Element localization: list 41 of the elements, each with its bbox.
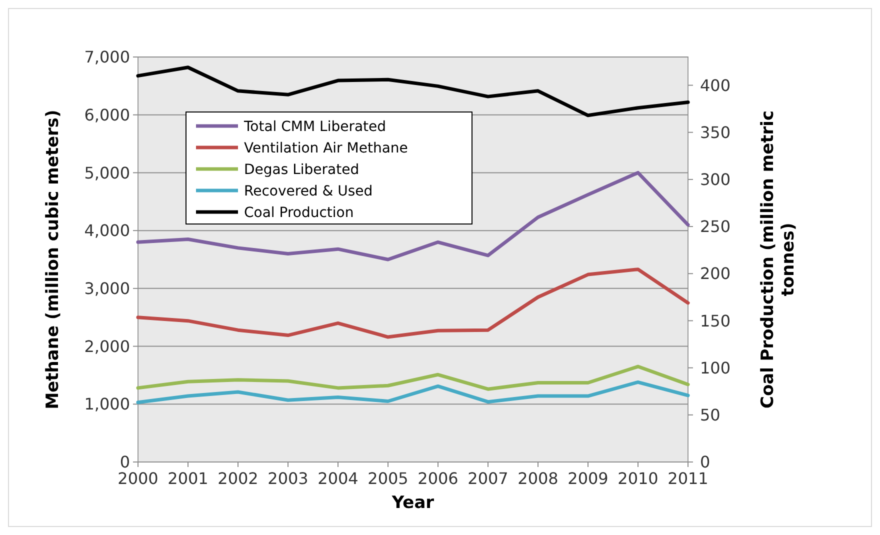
legend-label: Recovered & Used xyxy=(244,183,373,200)
x-tick-label: 2004 xyxy=(318,469,358,488)
x-tick-label: 2006 xyxy=(418,469,458,488)
legend-label: Total CMM Liberated xyxy=(243,118,386,135)
x-tick-label: 2008 xyxy=(518,469,558,488)
y2-tick-label: 400 xyxy=(700,76,731,95)
legend-label: Degas Liberated xyxy=(244,162,360,178)
y-tick-label: 2,000 xyxy=(84,336,130,356)
line-series xyxy=(136,380,690,404)
y2-tick-label: 250 xyxy=(700,217,731,236)
x-tick-label: 2009 xyxy=(568,469,608,488)
y2-tick-label: 200 xyxy=(700,264,731,284)
line-series xyxy=(136,268,690,339)
y2-tick-label: 150 xyxy=(700,311,731,330)
x-tick-label: 2000 xyxy=(118,469,158,488)
legend-label: Ventilation Air Methane xyxy=(244,140,408,156)
y-tick-label: 1,000 xyxy=(84,394,130,414)
y-tick-label: 7,000 xyxy=(84,48,130,67)
y-axis-title: Methane (million cubic meters) xyxy=(43,110,63,410)
line-series xyxy=(136,364,690,391)
y2-tick-label: 300 xyxy=(700,170,731,190)
x-axis-title: Year xyxy=(390,493,435,513)
y-tick-label: 5,000 xyxy=(84,163,130,182)
legend-label: Coal Production xyxy=(244,204,354,221)
x-tick-label: 2010 xyxy=(618,469,658,488)
line-series xyxy=(136,66,690,118)
y2-tick-label: 350 xyxy=(700,122,731,142)
y2-tick-label: 50 xyxy=(700,406,720,425)
x-tick-label: 2011 xyxy=(668,469,708,488)
y2-tick-label: 0 xyxy=(700,452,710,472)
x-tick-label: 2001 xyxy=(168,469,208,488)
y2-axis-title: Coal Production (million metric tonnes) xyxy=(758,110,798,409)
y-tick-label: 3,000 xyxy=(84,279,130,298)
x-tick-label: 2007 xyxy=(468,469,508,488)
y-tick-label: 0 xyxy=(120,452,130,472)
x-tick-label: 2005 xyxy=(368,469,408,488)
y-tick-label: 4,000 xyxy=(84,221,130,240)
x-tick-label: 2002 xyxy=(218,469,258,488)
y2-tick-label: 100 xyxy=(700,358,731,378)
x-tick-label: 2003 xyxy=(268,469,308,488)
y-tick-label: 6,000 xyxy=(84,105,130,124)
